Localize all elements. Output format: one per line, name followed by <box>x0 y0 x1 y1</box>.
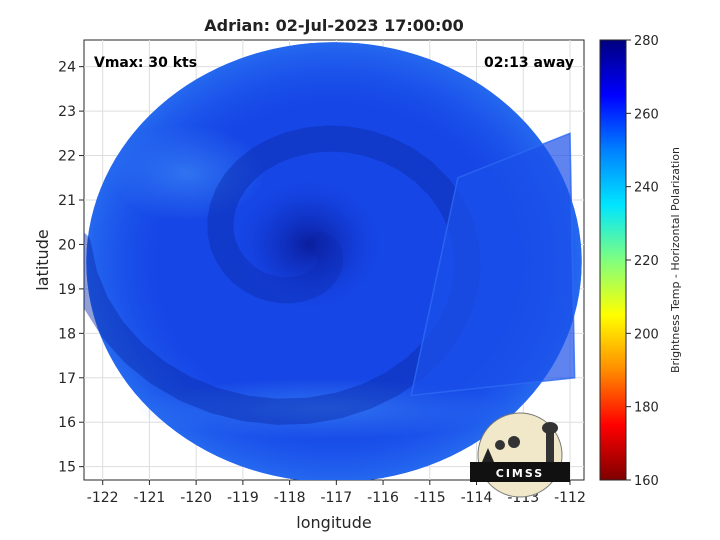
x-tick-label: -112 <box>554 490 586 506</box>
cimss-logo: CIMSS <box>470 412 570 498</box>
y-tick-label: 23 <box>58 104 76 120</box>
colorbar-tick-label: 160 <box>634 474 659 489</box>
y-axis-label: latitude <box>33 229 52 290</box>
y-axis-ticks: 15 16 17 18 19 20 21 22 23 24 <box>58 60 84 476</box>
colorbar-tick-label: 260 <box>634 107 659 122</box>
y-tick-label: 17 <box>58 371 76 387</box>
storm-center <box>234 178 383 311</box>
colorbar-tick-label: 200 <box>634 327 659 342</box>
x-axis-ticks: -122 -121 -120 -119 -118 -117 -116 -115 -114 -113… <box>87 480 586 506</box>
light-band-northwest <box>107 124 267 222</box>
x-tick-label: -119 <box>227 490 259 506</box>
logo-text: CIMSS <box>496 467 544 480</box>
colorbar-tick-label: 240 <box>634 181 659 196</box>
x-tick-label: -116 <box>367 490 399 506</box>
vmax-annotation: Vmax: 30 kts <box>94 55 197 71</box>
chart-title: Adrian: 02-Jul-2023 17:00:00 <box>204 16 463 35</box>
colorbar-ticks: 160 180 200 220 240 260 280 <box>626 34 659 489</box>
y-tick-label: 22 <box>58 149 76 165</box>
colorbar-label: Brightness Temp - Horizontal Polarizatio… <box>669 147 682 373</box>
swath-layer <box>84 42 582 480</box>
x-tick-label: -120 <box>180 490 212 506</box>
x-tick-label: -122 <box>87 490 119 506</box>
x-tick-label: -114 <box>461 490 493 506</box>
x-tick-label: -115 <box>414 490 446 506</box>
scan-edge <box>410 132 576 397</box>
x-axis-label: longitude <box>296 513 371 532</box>
colorbar-tick-label: 280 <box>634 34 659 49</box>
colorbar <box>599 39 627 481</box>
x-tick-label: -118 <box>274 490 306 506</box>
y-tick-label: 20 <box>58 237 76 253</box>
time-away-annotation: 02:13 away <box>484 55 574 71</box>
colorbar-tick-label: 180 <box>634 401 659 416</box>
y-tick-label: 16 <box>58 415 76 431</box>
x-tick-label: -121 <box>134 490 166 506</box>
y-tick-label: 19 <box>58 282 76 298</box>
y-tick-label: 21 <box>58 193 76 209</box>
y-tick-label: 18 <box>58 326 76 342</box>
y-tick-label: 24 <box>58 60 76 76</box>
x-tick-label: -117 <box>320 490 352 506</box>
colorbar-tick-label: 220 <box>634 254 659 269</box>
y-tick-label: 15 <box>58 460 76 476</box>
